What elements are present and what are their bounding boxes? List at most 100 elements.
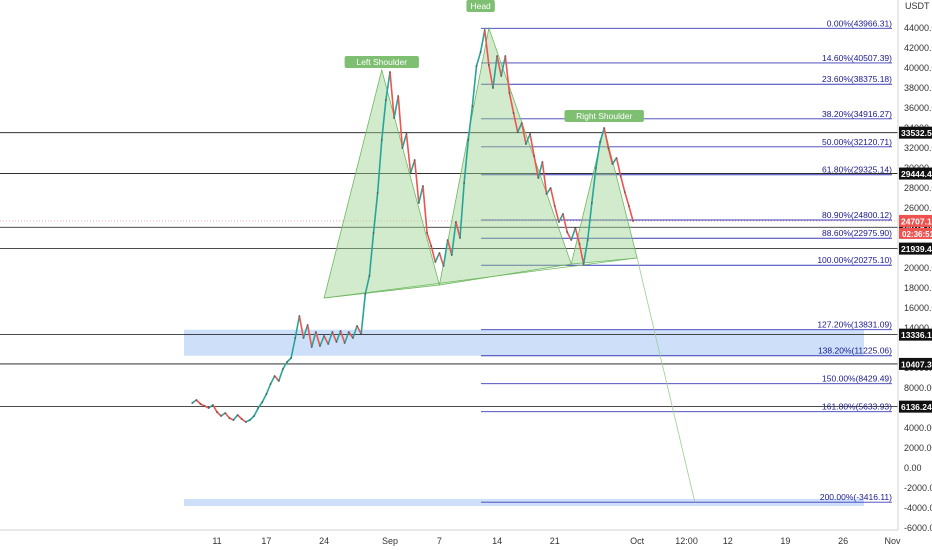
price-level-tag-4: 13336.15 [901,330,932,340]
price-segment-28 [302,324,309,339]
price-point-83 [533,155,536,157]
price-point-74 [496,55,498,57]
price-point-40 [356,325,358,327]
price-point-4 [207,407,210,409]
price-segment-69 [471,65,478,107]
price-segment-36 [335,330,342,343]
price-point-0 [191,402,194,404]
price-segment-93 [570,227,577,241]
fib-label-10: 138.20%(11225.06) [818,346,892,356]
x-tick-1: 17 [261,536,271,546]
price-point-17 [261,401,264,403]
price-level-tag-3-bg [899,242,932,255]
price-segment-81 [521,122,527,145]
price-point-72 [487,64,490,66]
price-segment-39 [348,331,354,339]
price-level-tag-0-bg [899,126,932,139]
price-tags: 33532.53 29444.44 24075.01 21939.44 13336.15… [899,126,932,413]
price-segment-31 [315,331,321,347]
price-point-33 [327,343,330,345]
price-point-98 [595,167,597,169]
price-point-93 [574,227,577,229]
price-segment-70 [475,51,482,67]
y-tick-3: 38000.00 [904,83,932,93]
price-segment-68 [467,105,474,141]
price-segment-41 [356,325,362,335]
countdown-bg [899,227,932,239]
x-tick-labels: 11 17 24 Sep 7 14 21 Oct 12:00 12 19 26 Nov [212,536,901,546]
price-point-60 [438,252,441,254]
y-tick-18: 4000.00 [904,423,932,433]
fib-label-13: 200.00%(-3416.11) [820,492,892,502]
price-point-34 [331,331,334,333]
price-point-12 [240,418,243,420]
price-segment-99 [595,141,601,169]
price-point-104 [619,175,622,177]
price-point-94 [578,243,581,245]
price-segment-23 [282,361,288,370]
price-segment-107 [628,205,634,222]
price-segment-62 [442,239,449,267]
price-level-tag-6-bg [899,400,932,413]
y-tick-1: 42000.00 [904,43,932,53]
price-level-tag-0: 33532.53 [901,128,932,138]
price-segment-11 [232,414,239,421]
price-segment-104 [615,157,622,177]
price-point-82 [529,133,531,135]
x-tick-6: 21 [550,536,560,546]
price-segment-46 [376,139,383,194]
price-segment-85 [537,161,544,179]
fib-label-6: 80.90%(24800.12) [822,210,892,220]
price-segment-60 [434,252,441,263]
price-segment-18 [261,393,268,403]
price-segment-20 [269,375,276,385]
price-segment-30 [310,331,317,348]
price-point-90 [562,213,564,215]
price-point-39 [352,337,354,339]
price-point-24 [290,357,293,359]
fib-label-1: 14.60%(40507.39) [822,53,892,63]
fib-label-0: 0.00%(43966.31) [827,18,892,28]
fib-label-8: 100.00%(20275.10) [817,255,892,265]
price-point-62 [446,239,449,241]
price-segment-78 [508,92,515,114]
price-segment-53 [405,133,412,174]
price-segment-43 [364,275,371,295]
y-tick-11: 20000.00 [904,263,932,273]
price-point-59 [434,261,437,263]
pattern-label-0: Left Shoulder [356,57,407,67]
y-tick-16: 8000.00 [904,383,932,393]
current-price-tag-bg [899,214,932,227]
price-point-96 [586,239,589,241]
price-segment-103 [611,157,618,165]
price-segment-35 [331,331,338,343]
price-point-10 [232,419,235,421]
price-point-26 [298,315,301,317]
current-price-tag: 24707.16 [901,216,932,226]
price-segment-90 [558,213,564,223]
axis-layer: USDT [0,0,930,531]
price-point-15 [253,415,255,417]
price-segment-40 [352,325,358,339]
price-point-100 [603,127,606,129]
price-segment-80 [516,122,523,133]
fib-layer: 0.00%(43966.31) 14.60%(40507.39) 23.60%(38… [481,18,892,503]
price-segment-89 [553,205,560,223]
price-segment-61 [438,252,445,267]
price-segment-22 [278,368,284,382]
price-level-tag-4-bg [899,328,932,341]
price-point-13 [244,421,247,423]
price-segment-45 [372,192,379,234]
price-point-50 [397,95,400,97]
price-segment-86 [541,161,548,195]
price-point-44 [372,232,375,234]
price-point-85 [541,161,544,163]
price-point-68 [471,105,474,107]
price-point-9 [228,417,231,419]
price-segment-75 [496,55,502,77]
price-point-23 [286,361,288,363]
price-point-35 [335,341,338,343]
x-tick-10: 19 [780,536,790,546]
